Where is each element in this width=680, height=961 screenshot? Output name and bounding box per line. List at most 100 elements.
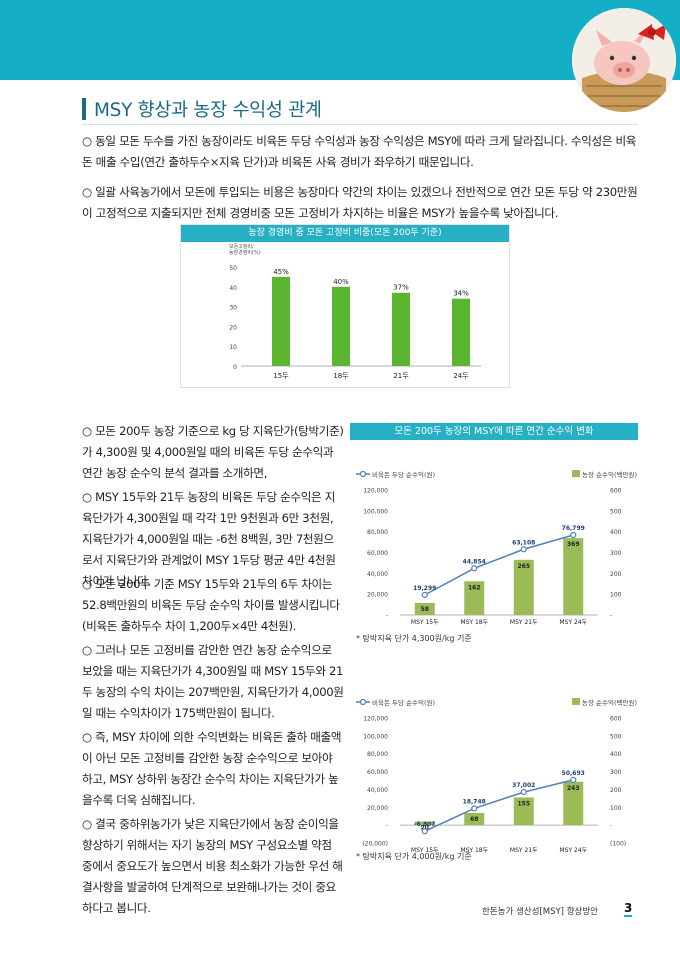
profit-chart-4000-note: * 탕박지육 단가 4,000원/kg 기준 [356, 852, 472, 861]
left-tick-label: 80,000 [367, 529, 388, 536]
right-tick-label: 500 [610, 733, 622, 740]
x-tick-label: MSY 21두 [510, 847, 538, 854]
bar-data-label: 37% [393, 284, 409, 292]
left-tick-label: - [386, 823, 388, 830]
x-tick-label: 21두 [393, 372, 409, 380]
section-title-text: MSY 향상과 농장 수익성 관계 [94, 100, 322, 121]
fixed-cost-chart-svg: 모돈고정비/농장경영비(%) 0 10 20 30 40 50 45% 15두 40% 18두 37%… [229, 243, 481, 380]
bar-data-label: 45% [273, 268, 289, 276]
left-tick-label: 20,000 [367, 805, 388, 812]
y-axis-label: 모돈고정비/농장경영비(%) [229, 243, 261, 256]
left-tick-label: (20,000) [362, 841, 388, 848]
body-paragraph-3: ○ 모돈 200두 기준 MSY 15두와 21두의 6두 차이는 52.8백만… [82, 577, 340, 633]
fixed-cost-chart-header: 농장 경영비 중 모돈 고정비 비중(모돈 200두 기준) [181, 225, 509, 242]
bar-MSY 21두 [513, 797, 534, 826]
legend-bar-label: 농장 순수익(백만원) [582, 698, 637, 707]
line-data-label: 50,693 [562, 770, 585, 777]
section-title: MSY 향상과 농장 수익성 관계 [82, 96, 322, 122]
line-data-label: 37,002 [512, 782, 535, 789]
left-tick-label: 100,000 [363, 508, 388, 515]
profit-chart-4300: 비육돈 두당 순수익(원) 농장 순수익(백만원) - 20,000 40,000 60,… [356, 470, 637, 626]
body-paragraph-1: ○ 모돈 200두 농장 기준으로 kg 당 지육단가(탕박기준)가 4,300… [82, 424, 344, 480]
left-tick-label: 40,000 [367, 787, 388, 794]
y-axis-label-line-1: 모돈고정비/ [229, 243, 254, 250]
line-data-label: 63,108 [512, 539, 535, 546]
right-tick-label: 400 [610, 529, 622, 536]
body-paragraph-5: ○ 즉, MSY 차이에 의한 수익변화는 비육돈 출하 매출액이 아닌 모돈 … [82, 730, 342, 807]
right-tick-label: 600 [610, 488, 622, 495]
profit-chart-4000: 비육돈 두당 순수익(원) 농장 순수익(백만원) (20,000) - 20,000 4… [356, 698, 637, 854]
bar-data-label: 34% [453, 290, 469, 298]
profit-per-head-line [424, 779, 574, 832]
body-paragraph-6: ○ 결국 중하위농가가 낮은 지육단가에서 농장 순이익을 향상하기 위해서는 … [82, 817, 343, 915]
right-tick-label: 200 [610, 787, 622, 794]
bar-data-label: 20 [421, 825, 429, 832]
header-band [0, 0, 680, 80]
y-tick-label: 20 [229, 324, 237, 331]
x-tick-label: MSY 15두 [411, 619, 439, 626]
fixed-cost-chart: 농장 경영비 중 모돈 고정비 비중(모돈 200두 기준) 모돈고정비/농장경… [180, 224, 510, 388]
legend-line-marker [359, 470, 367, 478]
intro-paragraph-1: ○ 동일 모돈 두수를 가진 농장이라도 비육돈 두당 수익성과 농장 수익성은… [82, 134, 637, 169]
right-tick-label: 500 [610, 508, 622, 515]
right-tick-label: 300 [610, 550, 622, 557]
line-data-label: -6,807 [414, 821, 435, 828]
bar-MSY 18두 [464, 581, 485, 615]
left-tick-label: 80,000 [367, 751, 388, 758]
right-tick-label: - [610, 613, 612, 620]
y-tick-label: 30 [229, 305, 237, 312]
x-tick-label: MSY 24두 [559, 619, 587, 626]
bar-data-label: 243 [567, 785, 580, 792]
right-tick-label: - [610, 823, 612, 830]
bar-MSY 24두 [563, 538, 584, 615]
line-point [520, 546, 527, 553]
x-tick-label: 24두 [453, 372, 469, 380]
left-tick-label: 60,000 [367, 550, 388, 557]
bar-data-label: 68 [470, 816, 478, 823]
bar-MSY 18두 [464, 813, 485, 826]
line-data-label: 19,299 [413, 585, 436, 592]
left-tick-label: 100,000 [363, 733, 388, 740]
bar-18두 [332, 286, 350, 366]
line-data-label: 18,748 [463, 798, 486, 805]
bar-data-label: 369 [567, 541, 580, 548]
left-tick-label: 40,000 [367, 571, 388, 578]
legend-bar-swatch [572, 470, 580, 477]
bar-MSY 24두 [563, 781, 584, 826]
legend-bar-swatch [572, 698, 580, 705]
intro-paragraph-2: ○ 일괄 사육농가에서 모돈에 투입되는 비용은 농장마다 약간의 차이는 있겠… [82, 185, 638, 220]
x-tick-label: 18두 [333, 372, 349, 380]
left-tick-label: 20,000 [367, 592, 388, 599]
right-tick-label: (100) [610, 841, 626, 848]
bar-15두 [272, 276, 290, 366]
bar-24두 [452, 298, 470, 366]
legend-line-label: 비육돈 두당 순수익(원) [372, 470, 435, 479]
x-tick-label: MSY 15두 [411, 847, 439, 854]
line-point [471, 805, 478, 812]
y-tick-label: 10 [229, 344, 237, 351]
left-tick-label: 120,000 [363, 488, 388, 495]
x-tick-label: MSY 21두 [510, 619, 538, 626]
legend-line-marker [359, 698, 367, 706]
title-divider [82, 124, 638, 125]
y-axis-label-line-2: 농장경영비(%) [229, 249, 261, 256]
legend-line-label: 비육돈 두당 순수익(원) [372, 698, 435, 707]
bar-MSY 15두 [414, 821, 435, 826]
y-tick-label: 0 [233, 364, 237, 371]
left-tick-label: 120,000 [363, 716, 388, 723]
right-tick-label: 100 [610, 592, 622, 599]
x-tick-label: MSY 24두 [559, 847, 587, 854]
body-paragraph-2: ○ MSY 15두와 21두 농장의 비육돈 두당 순수익은 지육단가가 4,3… [82, 490, 336, 588]
line-point [520, 789, 527, 796]
bar-21두 [392, 292, 410, 366]
bar-data-label: 58 [421, 606, 429, 613]
piglet-photo [572, 8, 676, 112]
bar-MSY 21두 [513, 559, 534, 615]
line-point [421, 828, 428, 835]
right-tick-label: 200 [610, 571, 622, 578]
right-tick-label: 400 [610, 751, 622, 758]
x-tick-label: 15두 [273, 372, 289, 380]
profit-per-head-line [424, 534, 574, 596]
body-paragraph-4: ○ 그러나 모돈 고정비를 감안한 연간 농장 순수익으로 보았을 때는 지육단… [82, 643, 344, 720]
right-tick-label: 100 [610, 805, 622, 812]
